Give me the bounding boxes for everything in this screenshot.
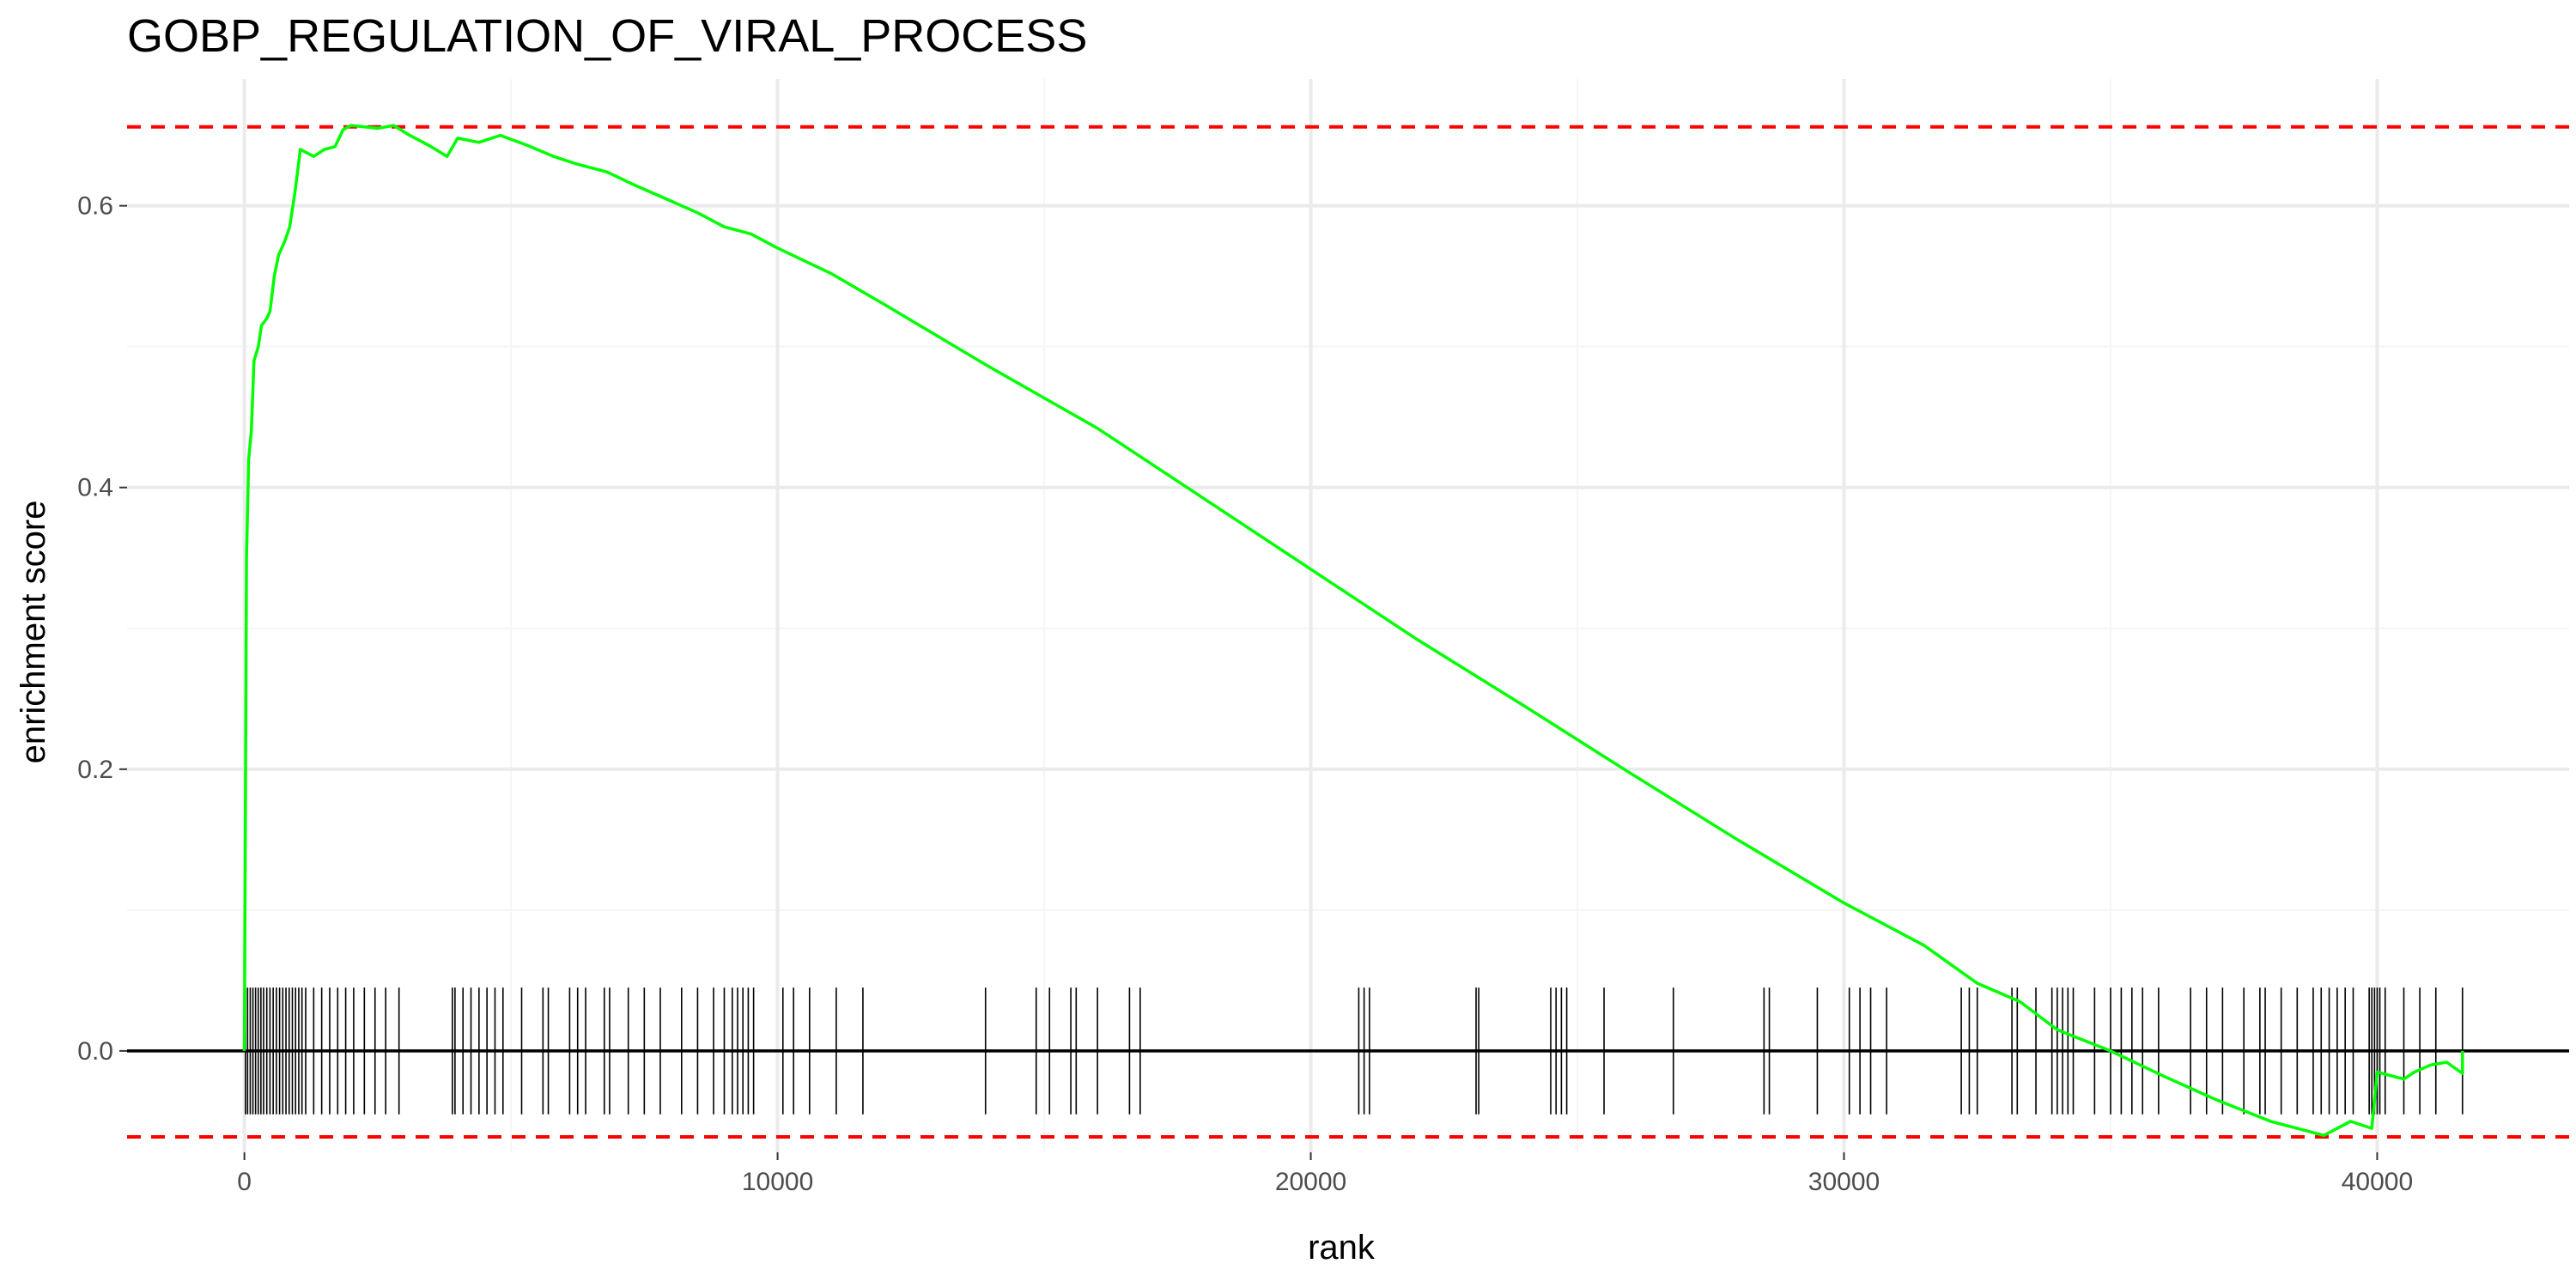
y-tick-label: 0.4	[77, 474, 113, 502]
x-tick-label: 0	[237, 1168, 252, 1196]
enrichment-score-curve	[242, 124, 2464, 1138]
y-axis-ticks: 0.0 0.2 0.4 0.6	[77, 192, 127, 1066]
y-tick-label: 0.2	[77, 756, 113, 784]
x-tick-label: 10000	[742, 1168, 813, 1196]
x-tick-label: 40000	[2342, 1168, 2413, 1196]
y-tick-label: 0.6	[77, 192, 113, 221]
chart-title: GOBP_REGULATION_OF_VIRAL_PROCESS	[127, 10, 1087, 62]
x-tick-label: 20000	[1275, 1168, 1346, 1196]
y-tick-label: 0.0	[77, 1037, 113, 1066]
x-axis-ticks: 0 10000 20000 30000 40000	[237, 1152, 2413, 1196]
x-axis-label: rank	[1308, 1229, 1376, 1267]
y-axis-label: enrichment score	[15, 501, 52, 764]
x-tick-label: 30000	[1808, 1168, 1880, 1196]
minor-gridlines	[127, 79, 2569, 1152]
